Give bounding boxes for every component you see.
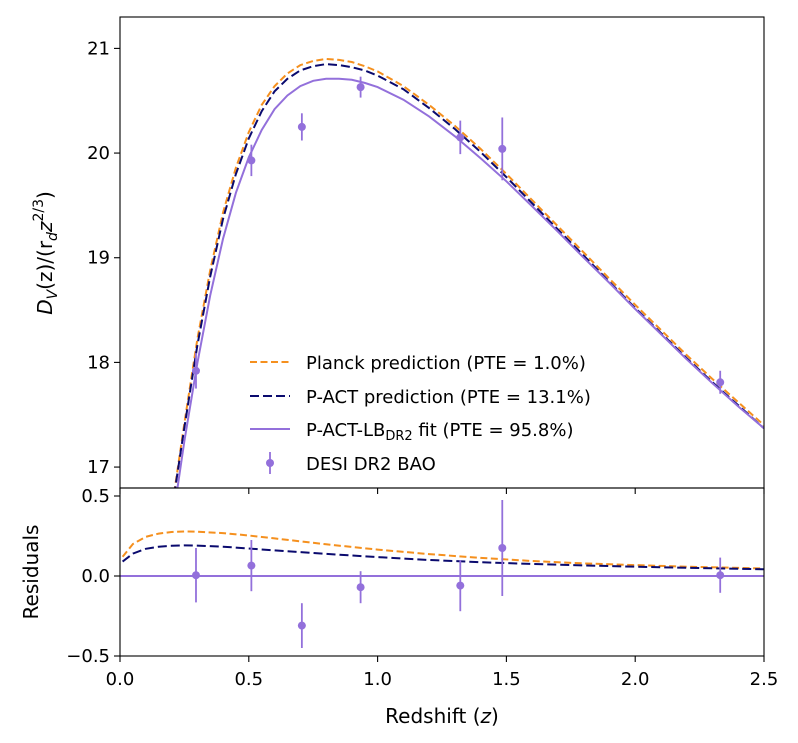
bot-data-point-6 <box>716 571 725 580</box>
bot-data-point-2 <box>297 621 306 630</box>
top-data-point-1 <box>247 156 256 165</box>
top-ytick-label-3: 20 <box>87 143 110 164</box>
bot-xtick-label-1: 0.5 <box>234 669 263 690</box>
main-y-axis-label: DV(z)/(rdz2/3) <box>31 191 61 315</box>
bot-ytick-label-1: 0.0 <box>81 566 110 587</box>
bot-xtick-label-0: 0.0 <box>106 669 135 690</box>
legend-pact-label: P-ACT prediction (PTE = 13.1%) <box>306 387 591 408</box>
bot-xtick-label-5: 2.5 <box>750 669 779 690</box>
top-data-point-2 <box>297 122 306 131</box>
bot-data-point-3 <box>356 583 365 592</box>
bot-data-point-5 <box>498 544 507 552</box>
legend-planck-label: Planck prediction (PTE = 1.0%) <box>306 353 586 374</box>
bot-ytick-label-2: 0.5 <box>81 486 110 507</box>
legend-desi-label: DESI DR2 BAO <box>306 454 436 475</box>
main-panel-frame <box>119 16 765 489</box>
top-data-point-3 <box>356 83 365 92</box>
legend: Planck prediction (PTE = 1.0%) P-ACT pre… <box>250 353 591 475</box>
top-data-point-0 <box>191 366 200 375</box>
bot-series-line-0 <box>121 530 764 570</box>
bot-xtick-label-2: 1.0 <box>363 669 392 690</box>
residuals-y-axis-label: Residuals <box>19 525 43 620</box>
top-series-line-2 <box>176 77 764 488</box>
top-data-point-5 <box>498 144 507 153</box>
residuals-panel-frame <box>119 487 765 657</box>
bot-xtick-label-4: 2.0 <box>621 669 650 690</box>
top-ytick-label-0: 17 <box>87 457 110 478</box>
bot-data-point-4 <box>456 581 465 590</box>
top-data-point-6 <box>716 378 725 387</box>
residuals-panel: −0.50.00.5 0.0 0.5 1.0 1.5 2.0 2.5 Residuals … <box>19 486 778 728</box>
top-series-line-0 <box>173 57 764 488</box>
bot-data-point-1 <box>247 561 256 570</box>
legend-desi-marker <box>266 459 274 467</box>
legend-fit-label: P-ACT-LBDR2 fit (PTE = 95.8%) <box>306 420 574 444</box>
bot-xtick-label-3: 1.5 <box>492 669 521 690</box>
bot-ytick-label-0: −0.5 <box>66 646 110 667</box>
top-data-point-4 <box>456 133 465 142</box>
bot-data-point-0 <box>191 571 200 580</box>
main-panel: 17 18 19 20 21 DV(z)/(rdz2/3) Planck predict… <box>31 16 765 494</box>
x-axis-label: Redshift (z) <box>385 704 499 728</box>
top-ytick-label-1: 18 <box>87 352 110 373</box>
bot-series-line-1 <box>121 544 764 571</box>
top-ytick-label-2: 19 <box>87 248 110 269</box>
top-ytick-label-4: 21 <box>87 38 110 59</box>
